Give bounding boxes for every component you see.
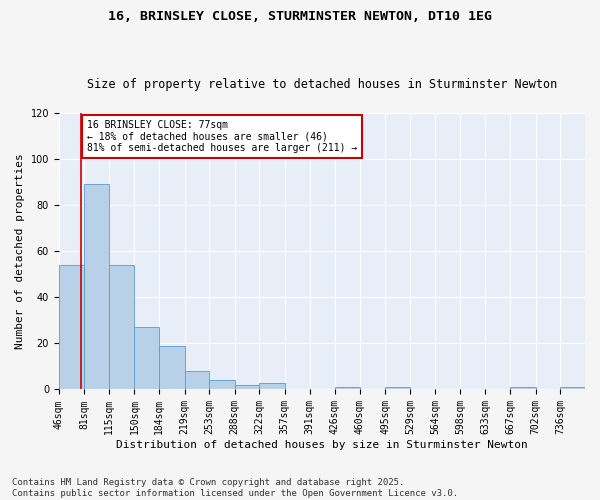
Text: 16 BRINSLEY CLOSE: 77sqm
← 18% of detached houses are smaller (46)
81% of semi-d: 16 BRINSLEY CLOSE: 77sqm ← 18% of detach… (87, 120, 358, 153)
Text: Contains HM Land Registry data © Crown copyright and database right 2025.
Contai: Contains HM Land Registry data © Crown c… (12, 478, 458, 498)
Y-axis label: Number of detached properties: Number of detached properties (15, 154, 25, 349)
Bar (109, 265, 134, 390)
Bar (560, 387, 585, 390)
Bar (185, 371, 209, 390)
Bar (209, 380, 235, 390)
Bar (84, 184, 109, 390)
Title: Size of property relative to detached houses in Sturminster Newton: Size of property relative to detached ho… (87, 78, 557, 91)
Text: 16, BRINSLEY CLOSE, STURMINSTER NEWTON, DT10 1EG: 16, BRINSLEY CLOSE, STURMINSTER NEWTON, … (108, 10, 492, 23)
Bar (259, 382, 285, 390)
Bar (134, 328, 159, 390)
X-axis label: Distribution of detached houses by size in Sturminster Newton: Distribution of detached houses by size … (116, 440, 528, 450)
Bar (385, 387, 410, 390)
Bar (59, 265, 84, 390)
Bar (510, 387, 536, 390)
Bar (335, 387, 359, 390)
Bar (235, 385, 259, 390)
Bar (159, 346, 185, 390)
